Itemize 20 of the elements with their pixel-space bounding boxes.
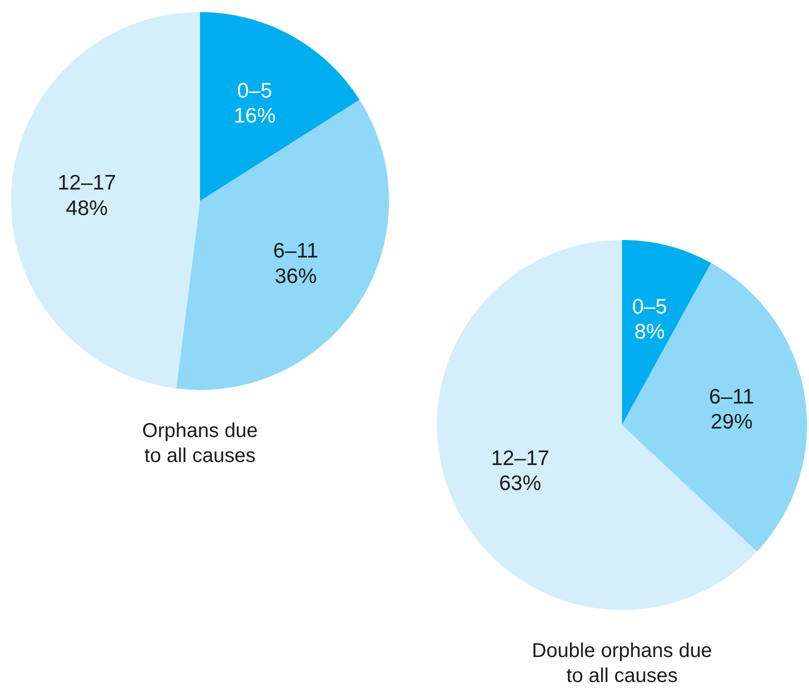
pie-slice: [622, 240, 712, 425]
data-label: 29%: [710, 410, 753, 434]
data-label: 16%: [234, 104, 276, 128]
data-label: 48%: [66, 196, 108, 220]
data-label: 36%: [274, 264, 317, 288]
pie-slice: [437, 240, 757, 610]
pie-slice: [200, 12, 360, 201]
pie-slice: [622, 262, 807, 552]
slice-label: 6–11: [709, 385, 754, 408]
pie-slice: [11, 12, 200, 389]
data-label: 8%: [634, 320, 665, 344]
data-label: 63%: [499, 472, 542, 496]
text: Orphans due to all causes: [142, 420, 258, 467]
pie-slice: [176, 100, 389, 390]
slice-label: 12–17: [58, 172, 116, 195]
text: Double orphans due to all causes: [532, 640, 712, 687]
slice-label: 6–11: [273, 240, 318, 263]
slice-label: 0–5: [237, 79, 272, 102]
slice-label: 0–5: [632, 295, 668, 318]
slice-label: 12–17: [490, 446, 550, 470]
